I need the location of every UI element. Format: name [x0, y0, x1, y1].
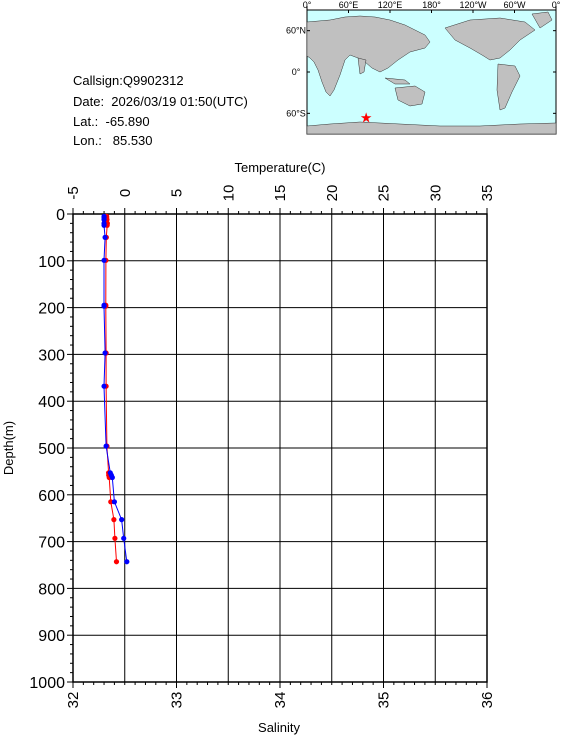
map-frame-ticks: [306, 6, 557, 10]
salinity-point: [119, 517, 125, 523]
location-map: 0° 60°E 120°E 180° 120°W 60°W 0° 60°N 0° 60°S ★: [286, 0, 561, 135]
salinity-point: [121, 535, 127, 541]
salinity-tick-label: 36: [479, 692, 496, 709]
temperature-tick-label: 25: [376, 185, 393, 202]
map-longitude-label: 120°E: [378, 0, 403, 10]
depth-tick-label: 800: [38, 581, 65, 598]
map-latitude-label: 60°S: [286, 108, 306, 118]
temperature-tick-label: 5: [169, 189, 186, 197]
salinity-point: [101, 257, 107, 263]
temperature-tick-label: 15: [272, 185, 289, 202]
map-longitude-labels: 0° 60°E 120°E 180° 120°W 60°W 0°: [303, 0, 561, 13]
depth-tick-label: 200: [38, 301, 65, 318]
temperature-tick-label: 0: [117, 189, 134, 197]
map-latitude-labels: 60°N 0° 60°S: [286, 26, 556, 118]
salinity-line: [103, 216, 128, 562]
salinity-point: [103, 443, 109, 449]
temperature-point: [108, 499, 114, 505]
salinity-point: [101, 222, 107, 228]
depth-axis-label: Depth(m): [1, 421, 16, 475]
salinity-point: [101, 303, 107, 309]
salinity-point: [124, 559, 130, 565]
map-longitude-label: 180°: [422, 0, 441, 10]
salinity-point: [111, 499, 117, 505]
station-marker-star-icon: ★: [360, 109, 373, 125]
callsign-text: Callsign:Q9902312: [73, 73, 184, 88]
depth-tick-label: 900: [38, 628, 65, 645]
depth-tick-label: 600: [38, 488, 65, 505]
salinity-tick-label: 33: [169, 692, 186, 709]
temperature-tick-label: 10: [220, 185, 237, 202]
temperature-line: [105, 216, 117, 562]
depth-tick-label: 300: [38, 347, 65, 364]
map-longitude-label: 60°E: [339, 0, 359, 10]
depth-tick-label: 400: [38, 394, 65, 411]
salinity-point: [109, 474, 115, 481]
temperature-tick-label: 20: [324, 185, 341, 202]
temperature-tick-label: -5: [65, 186, 82, 199]
salinity-point: [101, 383, 107, 389]
depth-tick-label: 500: [38, 441, 65, 458]
map-longitude-label: 60°W: [503, 0, 526, 10]
temperature-axis-label: Temperature(C): [234, 160, 325, 175]
salinity-point: [101, 217, 107, 223]
depth-tick-label: 700: [38, 535, 65, 552]
longitude-text: Lon.: 85.530: [73, 133, 153, 148]
salinity-tick-label: 34: [272, 692, 289, 709]
salinity-point: [102, 234, 108, 240]
depth-tick-label: 1000: [29, 675, 65, 692]
salinity-point: [102, 350, 108, 356]
depth-tick-label: 100: [38, 254, 65, 271]
depth-tick-label: 0: [56, 207, 65, 224]
temperature-point: [112, 535, 118, 541]
map-latitude-label: 0°: [292, 67, 301, 77]
temperature-tick-label: 35: [479, 185, 496, 202]
temperature-point: [113, 559, 120, 565]
salinity-axis-label: Salinity: [258, 720, 300, 735]
map-longitude-label: 0°: [303, 0, 312, 10]
map-land: [306, 11, 557, 135]
chart-series: [101, 213, 130, 565]
map-longitude-label: 120°W: [459, 0, 487, 10]
map-latitude-label: 60°N: [286, 26, 306, 36]
temperature-tick-label: 30: [427, 185, 444, 202]
salinity-tick-label: 35: [376, 692, 393, 709]
date-text: Date: 2026/03/19 01:50(UTC): [73, 94, 248, 109]
salinity-tick-label: 32: [65, 692, 82, 709]
map-longitude-label: 0°: [552, 0, 561, 10]
chart-grid: [72, 213, 488, 683]
temperature-point: [111, 517, 117, 523]
latitude-text: Lat.: -65.890: [73, 114, 150, 129]
